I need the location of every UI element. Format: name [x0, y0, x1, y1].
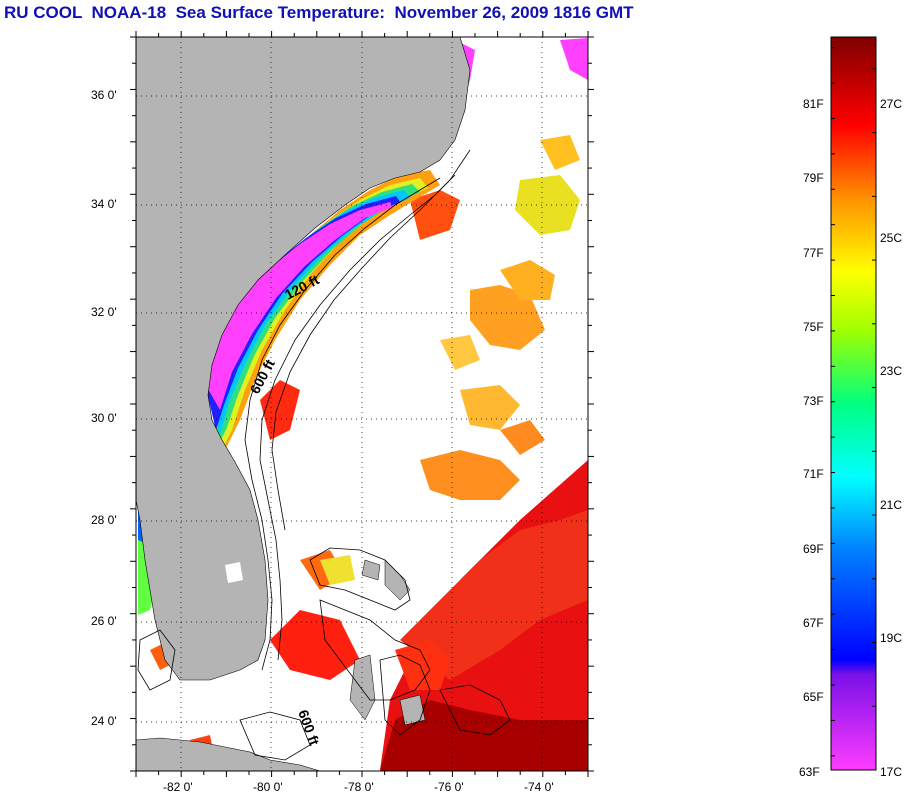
land-mass — [136, 37, 471, 771]
lon-label-80: -80 0' — [253, 780, 283, 794]
lat-label-32: 32 0' — [91, 305, 117, 319]
colorbar-f-65: 65F — [803, 690, 824, 704]
colorbar-f-73: 73F — [803, 394, 824, 408]
colorbar-f-63: 63F — [799, 765, 820, 779]
colorbar-c-23: 23C — [880, 364, 903, 378]
colorbar-f-79: 79F — [803, 171, 824, 185]
depth-contours — [137, 149, 511, 761]
colorbar-c-27: 27C — [880, 97, 903, 111]
colorbar-f-75: 75F — [803, 320, 824, 334]
colorbar-c-21: 21C — [880, 498, 903, 512]
sst-warm-water — [150, 190, 588, 771]
lat-label-26: 26 0' — [91, 614, 117, 628]
colorbar-ticks — [831, 47, 876, 771]
colorbar-c-19: 19C — [880, 631, 903, 645]
colorbar-c-17: 17C — [880, 765, 903, 779]
colorbar — [830, 36, 877, 771]
colorbar-c-25: 25C — [880, 231, 903, 245]
lat-label-24: 24 0' — [91, 714, 117, 728]
colorbar-f-67: 67F — [803, 616, 824, 630]
colorbar-f-69: 69F — [803, 542, 824, 556]
lat-label-30: 30 0' — [91, 411, 117, 425]
colorbar-f-77: 77F — [803, 246, 824, 260]
map-title: RU COOL NOAA-18 Sea Surface Temperature:… — [4, 3, 634, 22]
lon-label-74: -74 0' — [524, 780, 554, 794]
lat-label-34: 34 0' — [91, 197, 117, 211]
lat-label-28: 28 0' — [91, 513, 117, 527]
lon-label-76: -76 0' — [434, 780, 464, 794]
lon-label-82: -82 0' — [163, 780, 193, 794]
axis-ticks — [130, 31, 594, 777]
sst-mid-water — [320, 135, 580, 585]
colorbar-f-81: 81F — [803, 97, 824, 111]
graticule — [136, 37, 588, 771]
lat-label-36: 36 0' — [91, 88, 117, 102]
colorbar-f-71: 71F — [803, 467, 824, 481]
lon-label-78: -78 0' — [344, 780, 374, 794]
